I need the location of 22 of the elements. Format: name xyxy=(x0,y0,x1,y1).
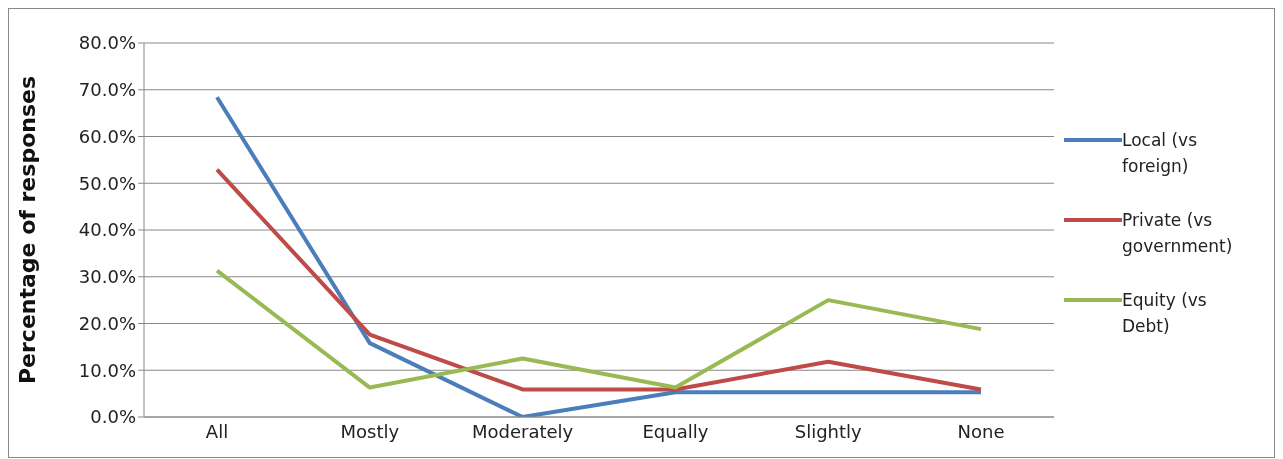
y-tick-label: 60.0% xyxy=(78,125,136,147)
x-tick-label: None xyxy=(957,420,1005,442)
y-tick-label: 80.0% xyxy=(78,32,136,54)
legend-label: Equity (vs Debt) xyxy=(1122,289,1208,338)
y-tick-label: 30.0% xyxy=(78,266,136,288)
line-series xyxy=(215,95,983,417)
y-tick-label: 0.0% xyxy=(90,406,136,428)
y-axis-title: Percentage of responses xyxy=(14,75,40,385)
x-tick-label: Equally xyxy=(642,420,709,442)
line-series xyxy=(215,268,983,390)
y-tick-label: 70.0% xyxy=(78,79,136,101)
x-tick-label: All xyxy=(205,420,229,442)
y-tick-label: 20.0% xyxy=(78,312,136,334)
x-tick-label: Mostly xyxy=(340,420,400,442)
y-tick-label: 50.0% xyxy=(78,172,136,194)
y-tick-label: 40.0% xyxy=(78,219,136,241)
line-series xyxy=(215,167,983,392)
x-tick-label: Slightly xyxy=(794,420,863,442)
y-tick-label: 10.0% xyxy=(78,359,136,381)
x-tick-label: Moderately xyxy=(471,420,574,442)
legend-label: Local (vs foreign) xyxy=(1122,129,1198,178)
legend-label: Private (vs government) xyxy=(1122,209,1234,258)
